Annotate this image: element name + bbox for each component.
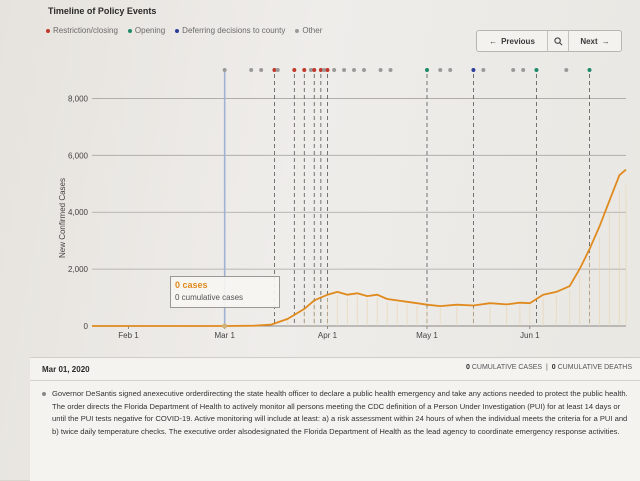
event-marker [438,68,442,72]
event-totals: 0 CUMULATIVE CASES | 0 CUMULATIVE DEATHS [466,364,632,371]
daily-bar [556,295,557,326]
tooltip-cases: 0 cases [175,280,275,290]
daily-bar [519,305,520,326]
y-tick-label: 6,000 [68,151,89,160]
x-tick-label: Apr 1 [318,331,338,340]
daily-bar [337,295,338,326]
daily-bar [589,257,590,326]
daily-bar [473,308,474,326]
daily-bar [417,306,418,326]
event-date: Mar 01, 2020 [42,365,90,374]
daily-bar [387,302,388,326]
event-marker [325,68,329,72]
event-marker [276,68,280,72]
x-tick-label: May 1 [416,331,438,340]
event-marker [332,68,336,72]
event-marker [352,68,356,72]
daily-bar [569,290,570,326]
daily-bar [529,306,530,326]
cumulative-deaths-label: CUMULATIVE DEATHS [558,364,632,371]
event-detail-header: Mar 01, 2020 0 CUMULATIVE CASES | 0 CUMU… [30,358,640,381]
daily-bar [579,275,580,326]
totals-separator: | [546,364,548,371]
daily-bar [506,307,507,326]
event-marker [448,68,452,72]
x-tick-label: Feb 1 [118,331,139,340]
event-marker [534,68,538,72]
daily-bar [347,298,348,326]
daily-bar [456,307,457,326]
cumulative-cases-value: 0 [466,364,470,371]
chart-tooltip: 0 cases 0 cumulative cases [170,276,280,308]
daily-bar [440,308,441,326]
y-tick-label: 0 [84,322,89,331]
y-tick-label: 8,000 [68,94,89,103]
daily-bar [357,297,358,326]
daily-bar [304,311,305,326]
daily-bar [626,185,627,326]
event-marker [425,68,429,72]
daily-bar [314,303,315,326]
daily-bar [407,304,408,326]
cumulative-cases-label: CUMULATIVE CASES [472,364,542,371]
daily-bar [490,306,491,326]
event-marker [389,68,393,72]
event-marker [292,68,296,72]
event-marker [223,68,227,72]
event-marker [471,68,475,72]
daily-bar [377,298,378,326]
x-tick-label: Mar 1 [214,331,235,340]
event-description: Governor DeSantis signed anexecutive ord… [52,388,632,438]
daily-bar [287,320,288,326]
daily-bar [397,303,398,326]
event-marker [481,68,485,72]
tooltip-cumulative: 0 cumulative cases [175,293,275,302]
daily-bar [543,298,544,326]
event-marker [379,68,383,72]
event-marker [312,68,316,72]
event-marker [521,68,525,72]
event-marker [342,68,346,72]
bullet-icon [42,392,46,396]
y-tick-label: 2,000 [68,265,89,274]
y-tick-label: 4,000 [68,208,89,217]
event-marker [588,68,592,72]
event-marker [249,68,253,72]
daily-bar [327,298,328,326]
event-marker [564,68,568,72]
daily-bar [367,299,368,326]
daily-bar [609,213,610,326]
event-marker [362,68,366,72]
x-tick-label: Jun 1 [520,331,540,340]
cumulative-deaths-value: 0 [552,364,556,371]
event-detail-panel: Mar 01, 2020 0 CUMULATIVE CASES | 0 CUMU… [30,357,640,481]
event-marker [302,68,306,72]
daily-bar [599,236,600,326]
event-marker [259,68,263,72]
event-marker [511,68,515,72]
daily-bar [426,307,427,326]
selected-point [222,324,227,329]
daily-bar [619,190,620,326]
